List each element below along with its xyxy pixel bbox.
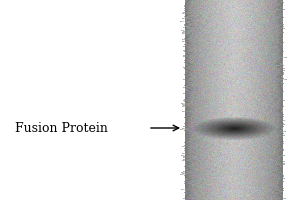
Text: Fusion Protein: Fusion Protein xyxy=(15,121,108,134)
